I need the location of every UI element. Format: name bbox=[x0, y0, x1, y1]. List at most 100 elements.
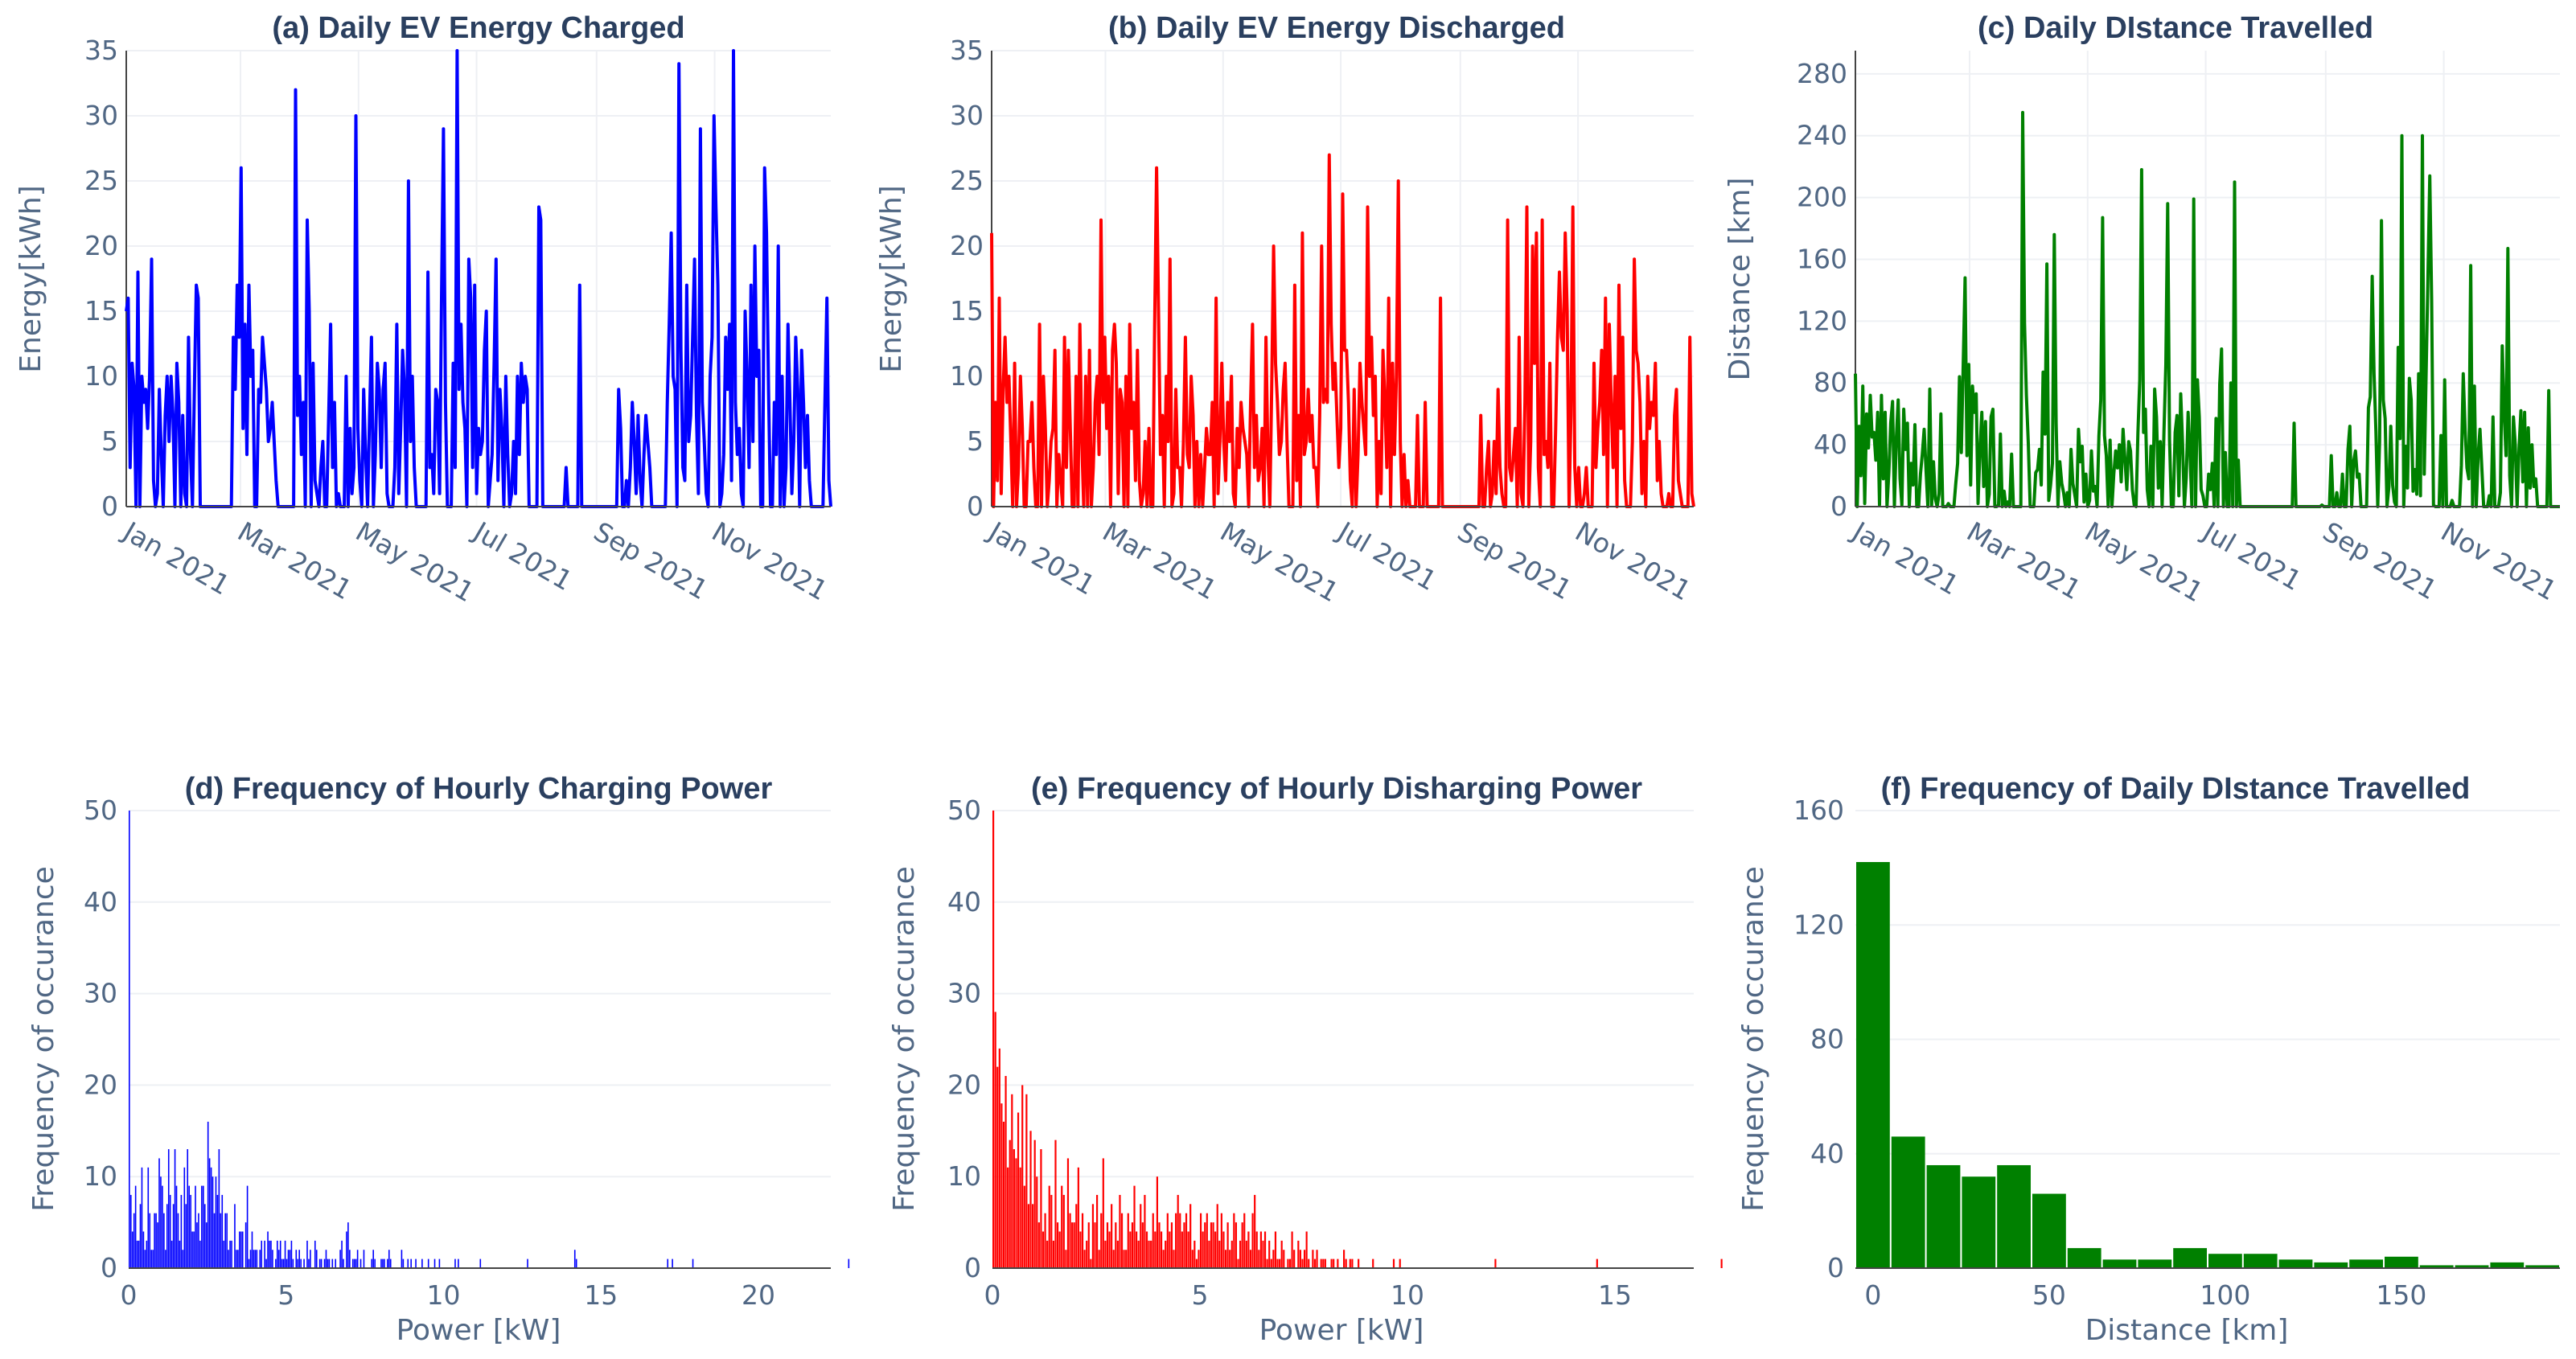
panel-e-bar bbox=[1287, 1258, 1289, 1268]
panel-b-x-tick-label: Sep 2021 bbox=[1452, 515, 1577, 606]
panel-e-bar bbox=[1204, 1222, 1206, 1268]
panel-e-bar bbox=[1216, 1204, 1218, 1268]
panel-e-bar bbox=[1293, 1250, 1296, 1268]
panel-d-bar bbox=[167, 1149, 170, 1268]
panel-e-bar bbox=[1061, 1185, 1063, 1268]
panel-d-bar bbox=[237, 1250, 239, 1268]
panel-e-bar bbox=[1021, 1085, 1024, 1268]
panel-d-bar bbox=[341, 1240, 343, 1268]
panel-d-bar bbox=[218, 1149, 220, 1268]
panel-e-bar bbox=[1069, 1213, 1071, 1268]
panel-d-x-axis-title: Power [kW] bbox=[396, 1314, 561, 1347]
panel-e-bar bbox=[1145, 1231, 1148, 1268]
panel-a-x-tick-label: Nov 2021 bbox=[707, 515, 833, 606]
panel-e-title: (e) Frequency of Hourly Disharging Power bbox=[1031, 772, 1642, 806]
panel-d-bar bbox=[359, 1258, 362, 1268]
panel-b-y-tick-label: 25 bbox=[950, 165, 984, 196]
panel-d-bar bbox=[667, 1258, 669, 1268]
panel-d-bar bbox=[328, 1258, 331, 1268]
panel-d-bar bbox=[136, 1240, 138, 1268]
panel-e-bar bbox=[1044, 1213, 1046, 1268]
panel-d-bar bbox=[372, 1250, 374, 1268]
panel-e-bar bbox=[1133, 1185, 1136, 1268]
panel-e-bar bbox=[1288, 1258, 1292, 1268]
panel-e-bar bbox=[1392, 1258, 1395, 1268]
panel-e-bar bbox=[1226, 1222, 1229, 1268]
panel-d-bar bbox=[202, 1185, 204, 1268]
panel-c-x-tick-label: Jul 2021 bbox=[2196, 515, 2307, 597]
panel-e-bar bbox=[1372, 1258, 1374, 1268]
panel-d-bar bbox=[318, 1258, 321, 1268]
panel-d-bar bbox=[433, 1258, 436, 1268]
panel-d-x-tick-label: 5 bbox=[277, 1279, 294, 1311]
panel-e-bar bbox=[1316, 1250, 1318, 1268]
panel-d-bar bbox=[272, 1250, 273, 1268]
panel-e-bar bbox=[1258, 1250, 1260, 1268]
panel-d-bar bbox=[292, 1258, 294, 1268]
panel-a-title: (a) Daily EV Energy Charged bbox=[272, 11, 684, 45]
panel-d-bar bbox=[259, 1250, 261, 1268]
panel-d-x-tick-label: 10 bbox=[426, 1279, 460, 1311]
panel-d-bar bbox=[220, 1213, 222, 1268]
panel-e-bar bbox=[1210, 1222, 1213, 1268]
panel-d-bar bbox=[221, 1194, 224, 1268]
panel-e-bar bbox=[1011, 1094, 1013, 1268]
panel-d-bar bbox=[303, 1258, 305, 1268]
panel-d-bar bbox=[281, 1258, 283, 1268]
panel-d-bar bbox=[298, 1250, 300, 1268]
panel-d-bar bbox=[182, 1250, 184, 1268]
panel-e-bar bbox=[1254, 1194, 1256, 1268]
panel-e-bar bbox=[1019, 1167, 1021, 1268]
panel-e-bar bbox=[1152, 1213, 1154, 1268]
panel-b-y-tick-label: 0 bbox=[967, 491, 984, 522]
panel-e-bar bbox=[1198, 1250, 1200, 1268]
panel-b-y-tick-label: 10 bbox=[950, 360, 984, 392]
panel-e-bar bbox=[1148, 1240, 1150, 1268]
panel-f-title: (f) Frequency of Daily DIstance Travelle… bbox=[1881, 772, 2471, 806]
panel-a-y-tick-label: 5 bbox=[101, 425, 118, 457]
panel-d-bar bbox=[246, 1185, 249, 1268]
panel-e-bar bbox=[1237, 1258, 1239, 1268]
panel-e-bar bbox=[1349, 1258, 1351, 1268]
panel-f-y-tick-label: 160 bbox=[1793, 794, 1844, 826]
panel-e-bar bbox=[1343, 1250, 1346, 1268]
panel-e-bar bbox=[1202, 1231, 1204, 1268]
panel-d-y-axis-title: Frequency of occurance bbox=[27, 866, 60, 1212]
panel-d-bar bbox=[265, 1258, 267, 1268]
panel-d-bar bbox=[325, 1250, 327, 1268]
panel-e-bar bbox=[1058, 1231, 1061, 1268]
panel-c-y-tick-label: 40 bbox=[1814, 429, 1847, 460]
panel-e-bar bbox=[1214, 1231, 1217, 1268]
panel-d-bar bbox=[166, 1204, 168, 1268]
panel-c-series-line bbox=[1854, 110, 2560, 508]
panel-e-bar bbox=[1494, 1258, 1497, 1268]
panel-a-y-axis-title: Energy[kWh] bbox=[14, 185, 47, 372]
panel-d-y-tick-label: 20 bbox=[84, 1069, 117, 1100]
panel-d-bar bbox=[282, 1258, 285, 1268]
panel-d-bar bbox=[244, 1222, 247, 1268]
panel-c-distance-travelled: (c) Daily DIstance Travelled Distance [k… bbox=[1723, 11, 2562, 608]
panel-e-bar bbox=[1230, 1240, 1233, 1268]
panel-d-bar bbox=[203, 1204, 206, 1268]
panel-d-bar bbox=[407, 1258, 409, 1268]
panel-e-bar bbox=[1005, 1076, 1007, 1268]
panel-a-y-tick-label: 15 bbox=[84, 295, 118, 326]
panel-e-bar bbox=[1259, 1231, 1262, 1268]
panel-e-bar bbox=[1324, 1258, 1326, 1268]
panel-d-bar bbox=[848, 1258, 850, 1268]
panel-e-bar bbox=[1083, 1250, 1086, 1268]
panel-e-bar bbox=[1177, 1194, 1179, 1268]
panel-d-bar bbox=[349, 1250, 351, 1268]
panel-e-bar bbox=[1062, 1194, 1065, 1268]
panel-e-bar bbox=[1065, 1250, 1067, 1268]
panel-e-bar bbox=[1009, 1139, 1011, 1268]
panel-e-bar bbox=[1320, 1258, 1322, 1268]
panel-d-bar bbox=[347, 1222, 349, 1268]
panel-d-bar bbox=[458, 1258, 459, 1268]
panel-e-bar bbox=[1079, 1231, 1082, 1268]
panel-a-y-tick-label: 20 bbox=[84, 230, 118, 261]
panel-e-bar bbox=[1104, 1240, 1107, 1268]
panel-d-bar bbox=[388, 1250, 390, 1268]
panel-d-y-tick-label: 40 bbox=[84, 886, 117, 918]
panel-d-bar bbox=[146, 1240, 148, 1268]
